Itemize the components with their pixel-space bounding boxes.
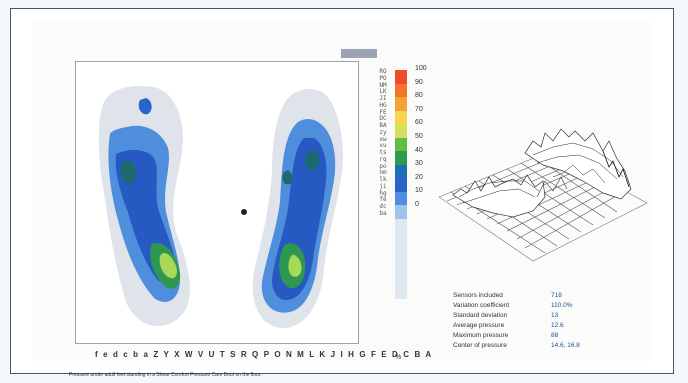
scale-band <box>395 164 407 178</box>
stat-label: Average pressure <box>453 322 505 329</box>
footprint-map <box>98 85 344 329</box>
scale-label: 50 <box>415 132 423 140</box>
scale-band <box>395 83 407 97</box>
scale-band <box>395 151 407 165</box>
stat-value: 88 <box>551 332 559 339</box>
scale-band <box>395 70 407 84</box>
stat-value: 718 <box>551 292 562 299</box>
scale-band <box>395 124 407 138</box>
stat-row: Maximum pressure 88 <box>453 332 580 342</box>
scale-band <box>395 110 407 124</box>
pressure-panel: RQPONMLKJIHGFEDCBAzyxwvutsrqponmlkjihgfe… <box>33 21 651 378</box>
statistics-table: Sensors included 718 Variation coefficie… <box>453 292 580 352</box>
pressure-3d-surface <box>438 128 648 262</box>
stat-row: Center of pressure 14.6, 16.8 <box>453 342 580 352</box>
column-letters: f e d c b a Z Y X W V U T S R Q P O N M … <box>95 350 433 359</box>
scale-label: 10 <box>415 187 423 195</box>
scale-label: 90 <box>415 78 423 86</box>
scale-band <box>395 178 407 192</box>
stat-label: Standard deviation <box>453 312 508 319</box>
scale-unit: % <box>395 354 402 361</box>
scale-band <box>395 218 407 299</box>
stat-label: Maximum pressure <box>453 332 509 339</box>
stat-label: Center of pressure <box>453 342 507 349</box>
row-letters: RQPONMLKJIHGFEDCBAzyxwvutsrqponmlkjihgfe… <box>379 68 387 217</box>
stat-row: Sensors included 718 <box>453 292 580 302</box>
center-of-pressure-marker <box>241 209 247 215</box>
scale-band <box>395 137 407 151</box>
stat-value: 110.0% <box>551 302 573 309</box>
scale-label: 40 <box>415 146 423 154</box>
scale-band <box>395 205 407 219</box>
scale-label: 0 <box>415 200 419 208</box>
scale-label: 100 <box>415 65 427 72</box>
scale-labels: 100 90 80 70 60 50 40 30 20 10 0 <box>415 65 427 215</box>
figure-caption: Pressure under adult feet standing in a … <box>69 372 262 378</box>
scale-band <box>395 191 407 205</box>
left-foot-print <box>98 85 190 327</box>
stat-row: Variation coefficient 110.0% <box>453 302 580 312</box>
scale-band <box>395 97 407 111</box>
stat-value: 13 <box>551 312 559 319</box>
stat-row: Standard deviation 13 <box>453 312 580 322</box>
scale-label: 60 <box>415 119 423 127</box>
scale-label: 70 <box>415 105 423 113</box>
stat-label: Variation coefficient <box>453 302 510 309</box>
color-scale <box>395 70 407 299</box>
pressure-map <box>75 61 359 344</box>
stat-label: Sensors included <box>453 292 503 299</box>
right-foot-print <box>252 89 344 329</box>
stat-value: 14.6, 16.8 <box>551 342 580 349</box>
figure-frame: RQPONMLKJIHGFEDCBAzyxwvutsrqponmlkjihgfe… <box>10 8 674 378</box>
scale-label: 30 <box>415 160 423 168</box>
stat-value: 12.6 <box>551 322 564 329</box>
scale-label: 80 <box>415 92 423 100</box>
stat-row: Average pressure 12.6 <box>453 322 580 332</box>
scale-label: 20 <box>415 173 423 181</box>
header-tab <box>341 49 377 58</box>
